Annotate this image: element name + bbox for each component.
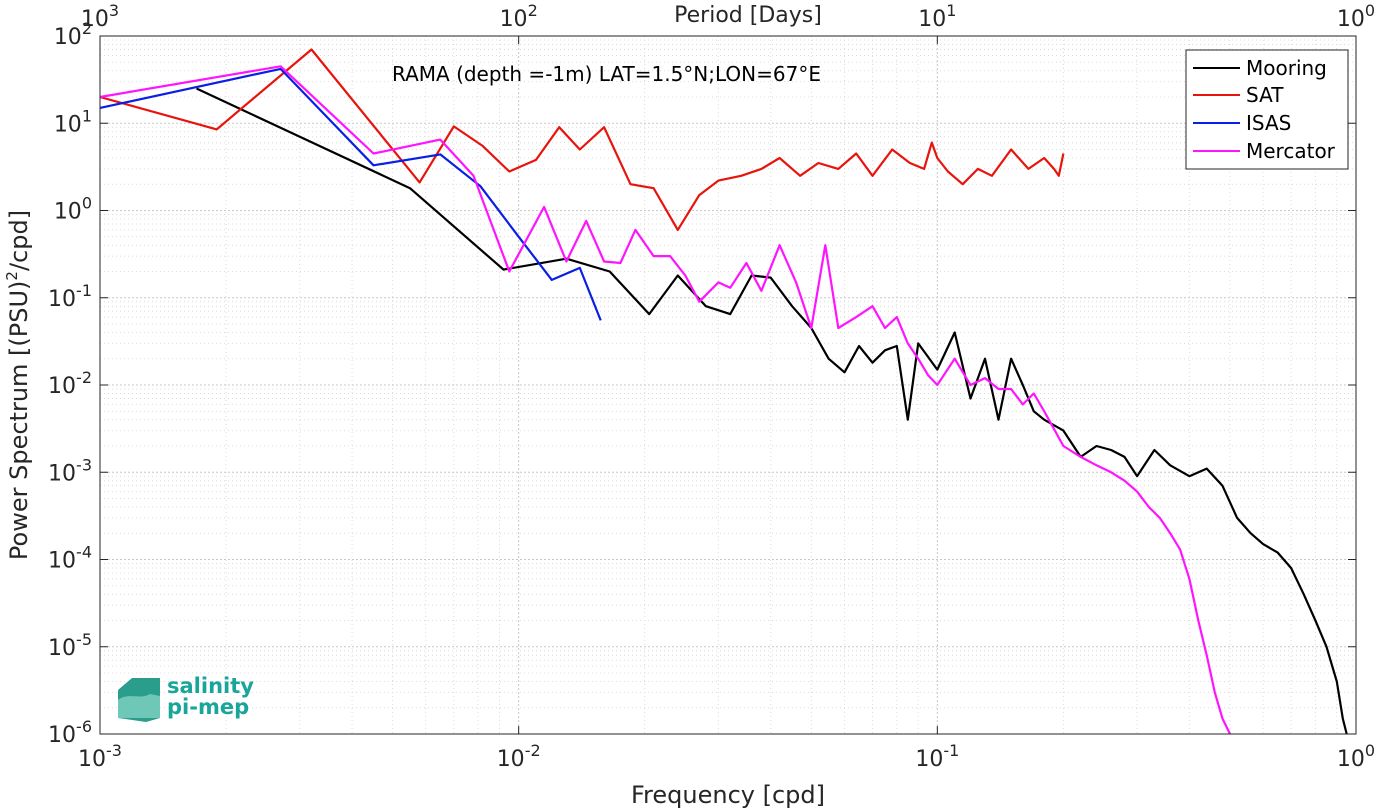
chart-annotation: RAMA (depth =-1m) LAT=1.5°N;LON=67°E: [392, 62, 821, 86]
legend-label-mercator: Mercator: [1246, 139, 1336, 163]
legend-label-sat: SAT: [1246, 83, 1284, 107]
grid-major: [100, 36, 1356, 734]
legend-label-mooring: Mooring: [1246, 56, 1327, 80]
logo-text-salinity: salinity: [167, 674, 254, 698]
series-line-mercator: [99, 65, 1231, 735]
y-tick-label: 10-6: [48, 717, 92, 748]
y-tick-label: 102: [54, 19, 92, 50]
x-axis-title: Frequency [cpd]: [631, 781, 825, 809]
x-tick-label: 100: [1337, 741, 1375, 772]
y-axis-title: Power Spectrum [(PSU)2/cpd]: [3, 210, 33, 560]
x-tick-label: 10-1: [915, 741, 959, 772]
y-tick-label: 10-4: [48, 543, 92, 574]
y-tick-label: 100: [54, 194, 92, 225]
y-axis-title-tail: /cpd]: [5, 210, 33, 271]
legend: Mooring SAT ISAS Mercator: [1185, 49, 1349, 170]
top-tick-label: 103: [81, 1, 119, 32]
legend-box: [1185, 49, 1349, 170]
y-tick-label: 10-5: [48, 630, 92, 661]
series-line-isas: [99, 67, 602, 321]
logo-wave-icon-light: [118, 694, 160, 718]
y-tick-label: 10-2: [48, 368, 92, 399]
top-axis-title: Period [Days]: [674, 3, 822, 28]
top-tick-label: 100: [1337, 1, 1375, 32]
x-tick-label: 10-3: [78, 741, 122, 772]
series-layer: [99, 48, 1348, 735]
logo-text-pimep: pi-mep: [167, 695, 249, 719]
y-tick-label: 10-1: [48, 281, 92, 312]
salinity-pimep-logo: salinity pi-mep: [118, 674, 254, 722]
x-tick-label: 10-2: [497, 741, 541, 772]
legend-label-isas: ISAS: [1246, 111, 1291, 135]
y-axis-title-sup: 2: [3, 271, 21, 281]
top-tick-label: 101: [918, 1, 956, 32]
y-tick-label: 10-3: [48, 455, 92, 486]
y-tick-label: 101: [54, 106, 92, 137]
series-line-sat: [99, 48, 1065, 231]
y-axis-title-main: Power Spectrum [(PSU): [5, 281, 33, 560]
top-tick-label: 102: [500, 1, 538, 32]
